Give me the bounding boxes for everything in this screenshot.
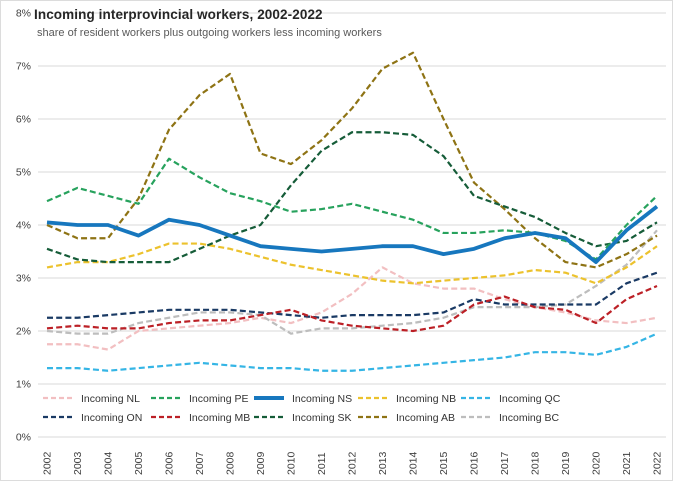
series-line-incoming-ab	[46, 51, 658, 269]
x-axis-label: 2015	[438, 451, 450, 475]
legend-label: Incoming BC	[499, 412, 560, 424]
series-line-incoming-bc	[46, 229, 658, 335]
x-axis-label: 2014	[408, 451, 420, 475]
x-axis-label: 2004	[103, 451, 115, 475]
y-axis-label: 3%	[16, 273, 31, 285]
series-line-incoming-qc	[47, 332, 658, 372]
x-axis-label: 2017	[499, 451, 511, 475]
x-axis-label: 2008	[225, 451, 237, 475]
x-axis-label: 2020	[591, 451, 603, 475]
legend-label: Incoming PE	[189, 393, 249, 405]
chart-title: Incoming interprovincial workers, 2002-2…	[34, 7, 323, 22]
x-axis-label: 2022	[652, 451, 664, 475]
x-axis-label: 2018	[530, 451, 542, 475]
y-axis-label: 1%	[16, 379, 31, 391]
series-line-incoming-nb	[46, 242, 658, 285]
x-axis-label: 2009	[255, 451, 267, 475]
x-axis-label: 2007	[194, 451, 206, 475]
x-axis-label: 2016	[469, 451, 481, 475]
legend-label: Incoming ON	[81, 412, 142, 424]
series-line-incoming-ns	[46, 204, 659, 265]
y-axis-label: 6%	[16, 114, 31, 126]
y-axis-label: 7%	[16, 61, 31, 73]
legend-label: Incoming MB	[189, 412, 250, 424]
legend-label: Incoming NB	[396, 393, 456, 405]
x-axis-label: 2005	[133, 451, 145, 475]
x-axis-label: 2021	[621, 451, 633, 475]
legend-label: Incoming NL	[81, 393, 140, 405]
x-axis-label: 2010	[286, 451, 298, 475]
x-axis-label: 2003	[72, 451, 84, 475]
legend-label: Incoming QC	[499, 393, 561, 405]
y-axis-label: 2%	[16, 326, 31, 338]
x-axis-label: 2019	[560, 451, 572, 475]
series-line-incoming-on	[47, 271, 658, 319]
series-line-incoming-sk	[46, 131, 658, 264]
series-line-incoming-nl	[47, 266, 658, 351]
y-axis-label: 5%	[16, 167, 31, 179]
x-axis-label: 2006	[164, 451, 176, 475]
legend-label: Incoming NS	[292, 393, 352, 405]
x-axis-label: 2011	[316, 452, 328, 475]
chart-subtitle: share of resident workers plus outgoing …	[37, 27, 382, 39]
x-axis-label: 2002	[42, 451, 54, 475]
x-axis-label: 2012	[347, 451, 359, 475]
y-axis-label: 4%	[16, 220, 31, 232]
series-line-incoming-mb	[46, 284, 658, 333]
x-axis-label: 2013	[377, 451, 389, 475]
legend-label: Incoming AB	[396, 412, 455, 424]
series-line-incoming-pe	[46, 157, 658, 261]
legend-label: Incoming SK	[292, 412, 352, 424]
y-axis-label: 8%	[16, 8, 31, 20]
y-axis-label: 0%	[16, 432, 31, 444]
